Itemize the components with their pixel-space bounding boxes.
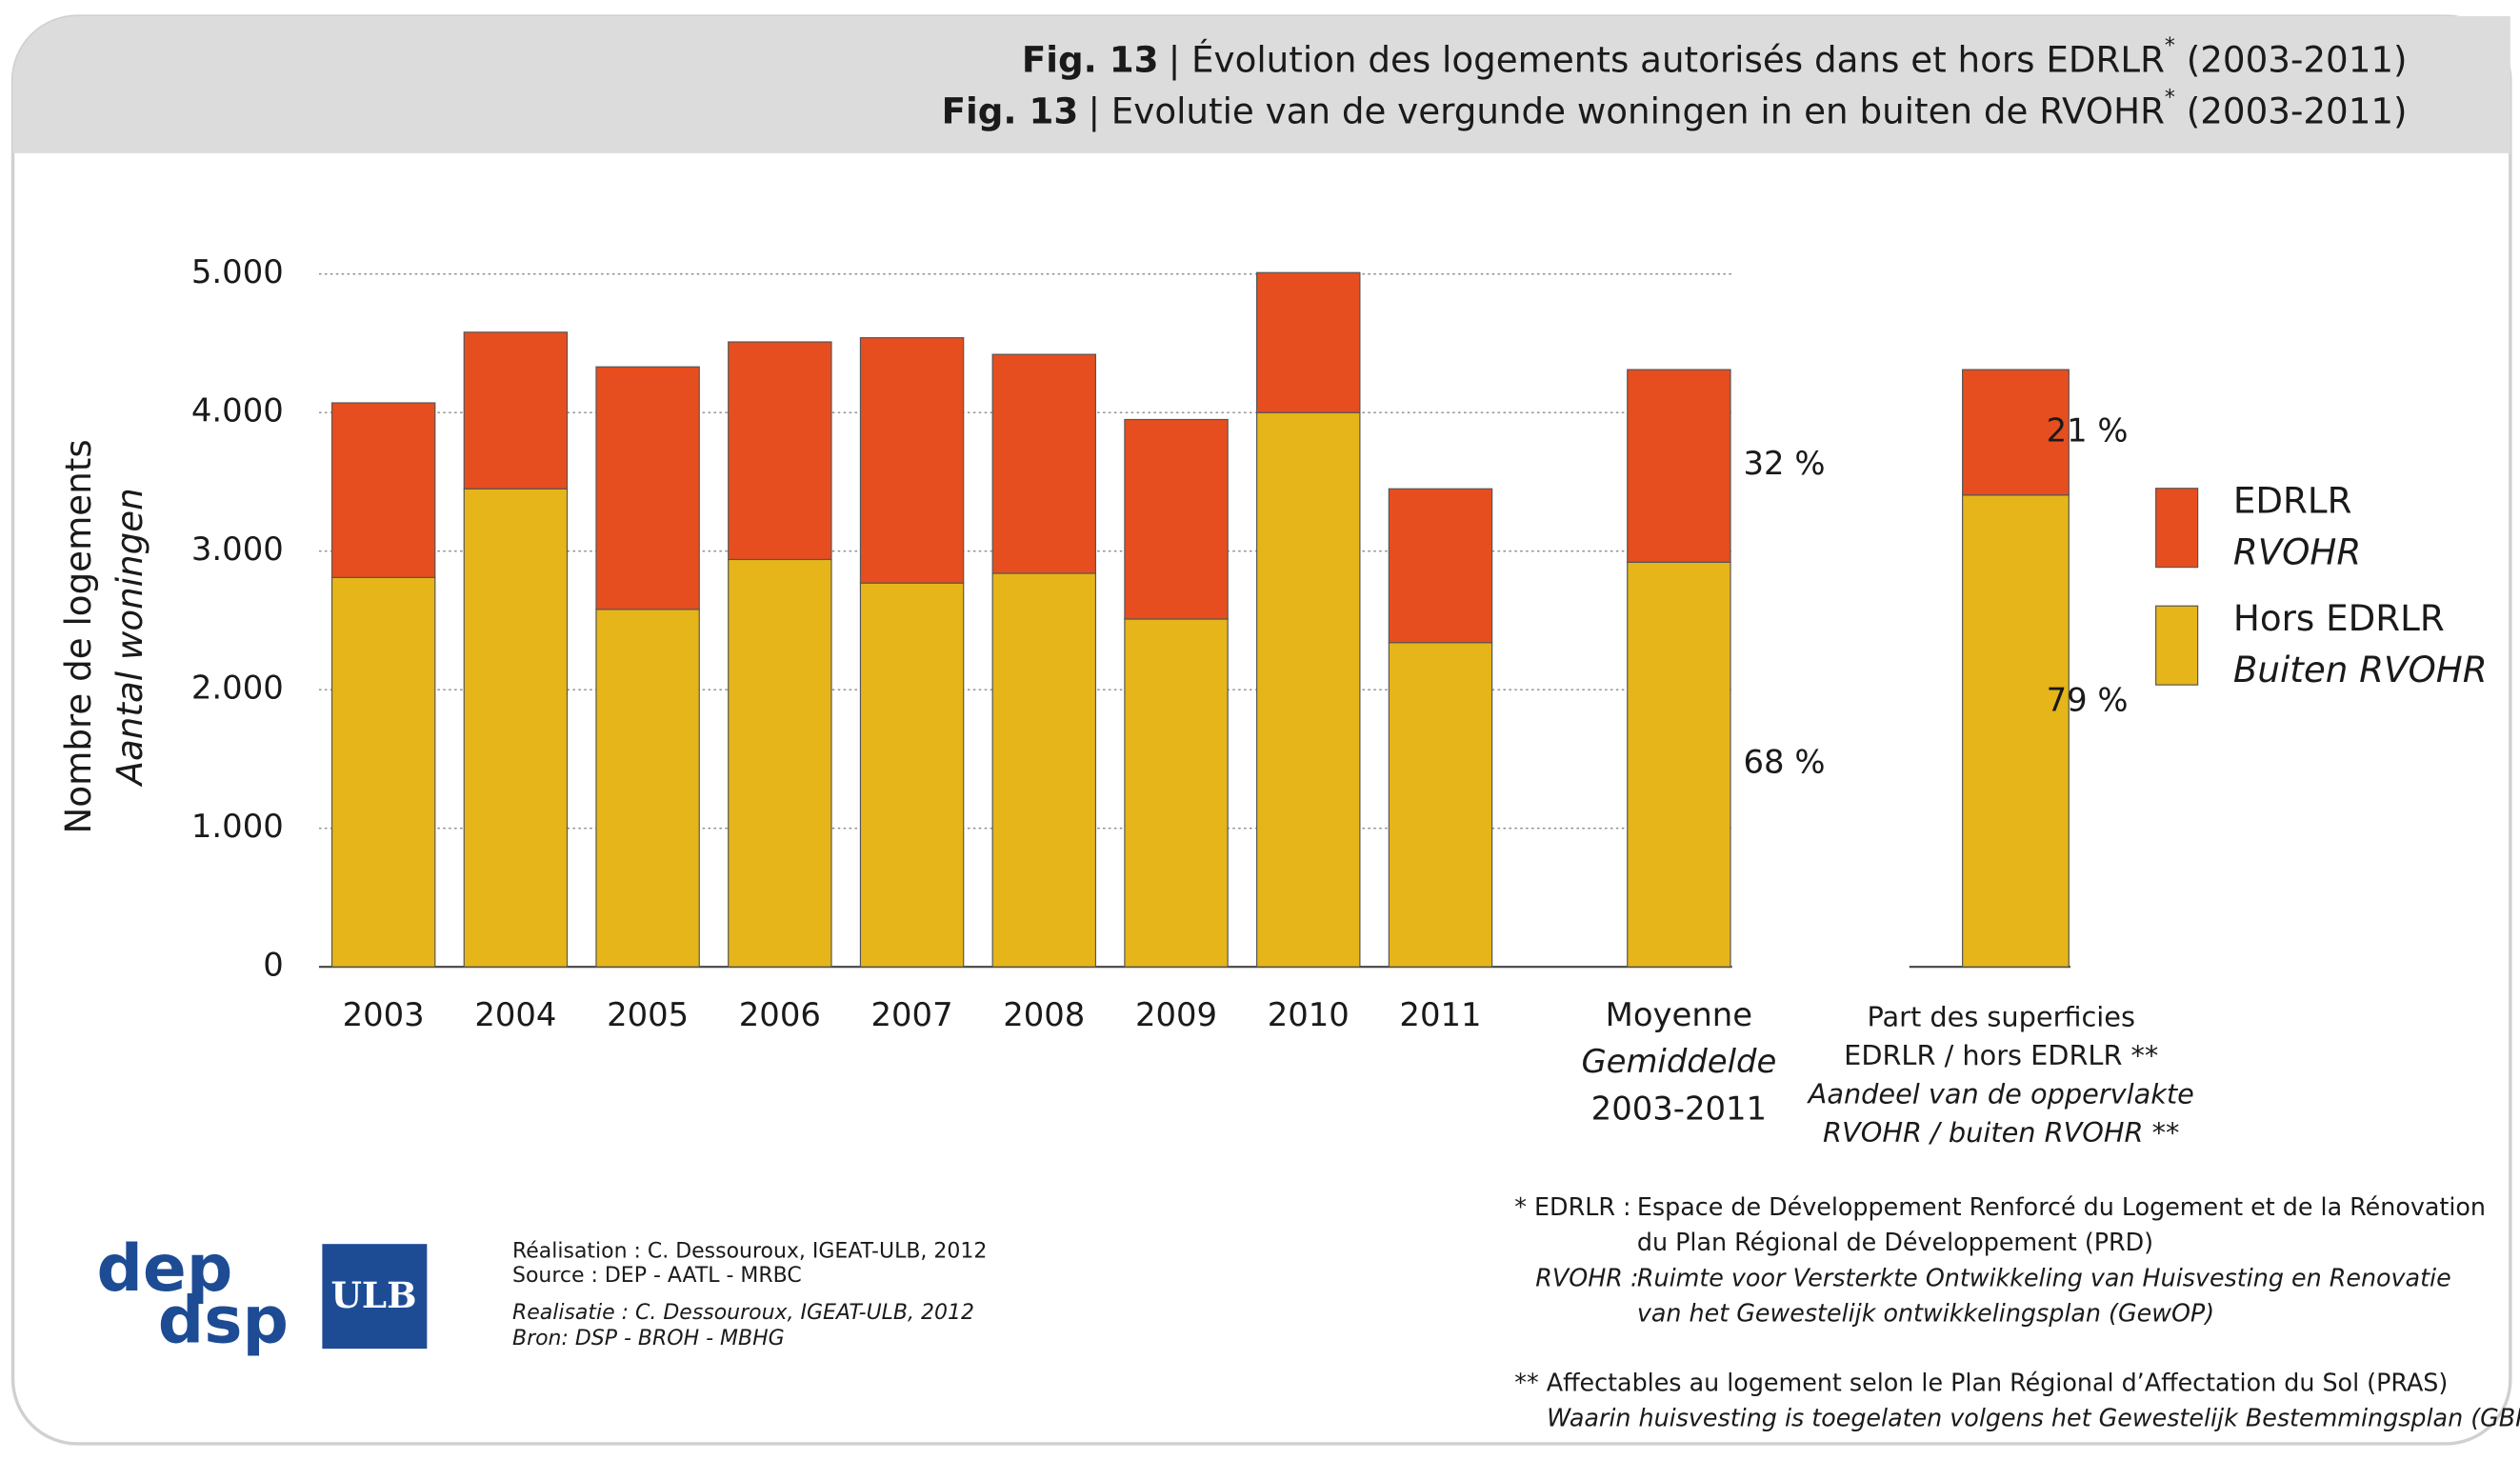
bar-segment <box>991 353 1097 574</box>
x-tick-label: 2007 <box>871 996 953 1033</box>
bar-segment <box>859 337 965 584</box>
title-sup: * <box>2165 34 2175 58</box>
header-band <box>12 16 2510 153</box>
credit: Réalisation : C. Dessouroux, IGEAT-ULB, … <box>512 1240 987 1264</box>
ulb-text: ULB <box>330 1274 416 1316</box>
y-tick-label: 0 <box>263 947 284 984</box>
legend-label: EDRLR <box>2233 479 2352 521</box>
average-label: Gemiddelde <box>1581 1043 1776 1080</box>
bar-segment <box>595 609 700 968</box>
bar-segment <box>330 576 436 968</box>
bar-segment <box>1124 618 1229 968</box>
bar-segment <box>991 572 1097 968</box>
x-tick-label: 2009 <box>1135 996 1217 1033</box>
note: du Plan Régional de Développement (PRD) <box>1637 1228 2153 1256</box>
share-label: Aandeel van de oppervlakte <box>1807 1078 2194 1110</box>
y-axis-label: Nombre de logements <box>57 439 99 833</box>
bar-segment <box>1256 411 1361 968</box>
y-tick-label: 4.000 <box>191 392 284 430</box>
title-text: | Evolutie van de vergunde woningen in e… <box>1088 90 2164 131</box>
dep-logo: dep <box>97 1230 233 1306</box>
legend-label: RVOHR <box>2233 531 2361 573</box>
legend-swatch <box>2155 605 2199 686</box>
bar-segment <box>595 366 700 610</box>
legend-label: Hors EDRLR <box>2233 597 2445 639</box>
y-tick-label: 1.000 <box>191 808 284 845</box>
bar-segment <box>330 402 436 578</box>
note: ** Affectables au logement selon le Plan… <box>1514 1368 2448 1396</box>
bar-segment <box>859 582 965 968</box>
percent-label: 32 % <box>1744 445 1826 482</box>
bar-segment <box>1124 418 1229 620</box>
x-tick-label: 2004 <box>474 996 556 1033</box>
title-fig: Fig. 13 <box>1022 38 1159 80</box>
share-value-label: 79 % <box>2047 682 2129 719</box>
bar-segment <box>728 558 832 968</box>
share-label: RVOHR / buiten RVOHR ** <box>1823 1116 2179 1149</box>
legend-swatch <box>2155 488 2199 569</box>
average-label: Moyenne <box>1606 996 1752 1033</box>
note: Espace de Développement Renforcé du Loge… <box>1637 1192 2486 1221</box>
share-label: Part des superficies <box>1867 1000 2134 1032</box>
dsp-logo: dsp <box>158 1282 289 1357</box>
average-label: 2003-2011 <box>1591 1090 1767 1127</box>
note-key: RVOHR : <box>1535 1263 1638 1291</box>
note-key: * EDRLR : <box>1514 1192 1630 1221</box>
x-tick-label: 2005 <box>607 996 689 1033</box>
chart-title: Fig. 13 | Évolution des logements autoris… <box>1022 34 2408 80</box>
credit: Realisatie : C. Dessouroux, IGEAT-ULB, 2… <box>512 1301 974 1325</box>
y-tick-label: 5.000 <box>191 253 284 290</box>
note: Ruimte voor Versterkte Ontwikkeling van … <box>1637 1263 2451 1291</box>
bar-segment <box>463 488 569 968</box>
y-axis-label: Aantal woningen <box>109 488 150 787</box>
title-text: | Évolution des logements autorisés dans… <box>1169 38 2165 80</box>
chart-title: Fig. 13 | Evolutie van de vergunde woning… <box>942 86 2408 131</box>
percent-label: 68 % <box>1744 743 1826 780</box>
x-tick-label: 2003 <box>343 996 425 1033</box>
legend-label: Buiten RVOHR <box>2233 649 2488 690</box>
y-tick-label: 2.000 <box>191 670 284 707</box>
y-tick-label: 3.000 <box>191 530 284 568</box>
note: van het Gewestelijk ontwikkelingsplan (G… <box>1637 1299 2214 1328</box>
x-tick-label: 2010 <box>1268 996 1350 1033</box>
credit: Bron: DSP - BROH - MBHG <box>512 1327 785 1350</box>
bar-segment <box>1627 369 1731 563</box>
note: Waarin huisvesting is toegelaten volgens… <box>1547 1404 2520 1432</box>
bar-segment <box>1388 642 1493 968</box>
bar-segment <box>463 331 569 490</box>
x-tick-label: 2006 <box>739 996 821 1033</box>
title-tail: (2003-2011) <box>2175 90 2408 131</box>
share-value-label: 21 % <box>2047 411 2129 449</box>
bar-segment <box>1388 488 1493 644</box>
title-tail: (2003-2011) <box>2175 38 2408 80</box>
ulb-logo <box>322 1244 428 1350</box>
credit: Source : DEP - AATL - MRBC <box>512 1264 802 1288</box>
bar-segment <box>728 341 832 561</box>
title-sup: * <box>2165 86 2175 110</box>
bar-segment <box>1627 561 1731 968</box>
bar-segment <box>1256 271 1361 413</box>
x-tick-label: 2011 <box>1399 996 1481 1033</box>
share-label: EDRLR / hors EDRLR ** <box>1844 1039 2158 1071</box>
title-fig: Fig. 13 <box>942 90 1079 131</box>
x-tick-label: 2008 <box>1003 996 1085 1033</box>
share-segment <box>1962 369 2070 496</box>
share-segment <box>1962 494 2070 968</box>
